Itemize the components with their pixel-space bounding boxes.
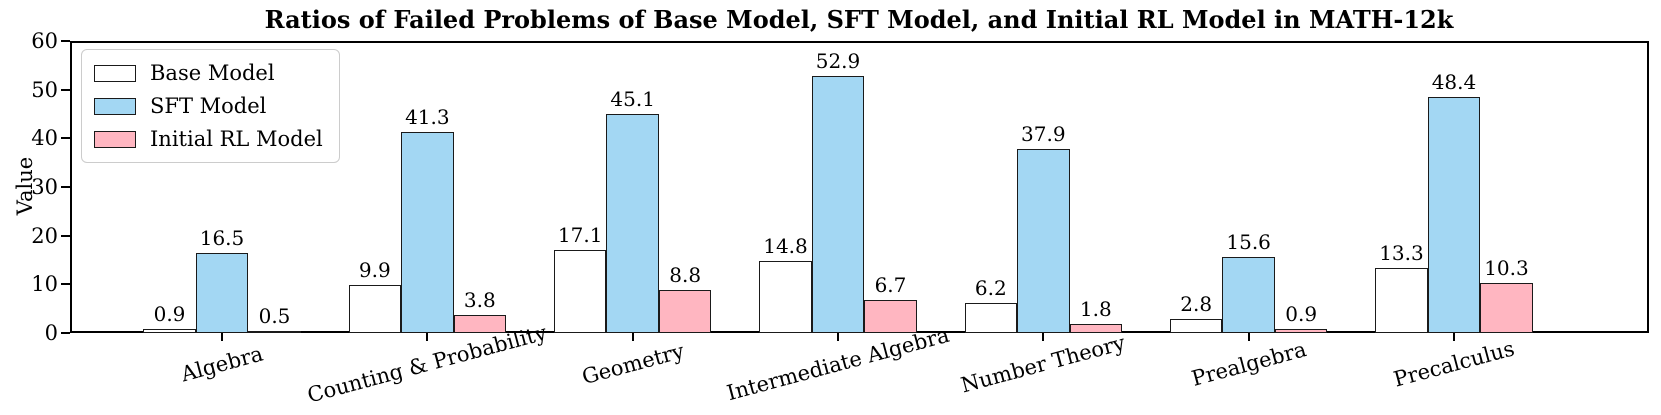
bar-value-label: 10.3 [1484,255,1529,280]
bar-value-label: 41.3 [405,105,450,129]
bar-base-model [348,284,402,333]
bar-value-label: 45.1 [610,86,655,111]
bar-initial-rl-model [248,330,301,333]
bar-base-model [1169,319,1223,333]
legend-row-sft-model: SFT Model [94,94,323,118]
bar-value-label: 6.7 [874,273,907,298]
y-tick-mark [61,234,70,237]
bar-base-model [759,260,812,333]
y-tick-mark [61,283,70,286]
x-tick-mark [631,333,634,341]
bar-initial-rl-model [864,300,917,333]
bar-value-label: 13.3 [1379,241,1424,266]
x-tick-mark [426,333,429,341]
bar-value-label: 2.8 [1180,292,1213,317]
bar-initial-rl-model [1069,324,1123,333]
legend-label: Base Model [150,61,275,85]
base-model-swatch [94,64,136,82]
bar-value-label: 3.8 [463,287,496,312]
legend: Base Model SFT Model Initial RL Model [81,49,340,163]
sft-model-swatch [94,97,136,115]
x-tick-mark [221,333,223,341]
y-tick-mark [61,137,70,140]
bar-value-label: 52.9 [815,48,861,73]
y-tick-label: 0 [44,321,58,345]
legend-label: SFT Model [150,94,267,118]
y-tick-label: 40 [31,126,58,151]
x-tick-mark [1452,333,1455,341]
bar-value-label: 14.8 [763,233,808,258]
bar-sft-model [606,113,659,333]
y-tick-mark [61,332,70,334]
bar-value-label: 0.5 [258,303,291,328]
bar-initial-rl-model [658,290,712,333]
bar-sft-model [1427,97,1481,333]
bar-sft-model [401,132,454,333]
bar-initial-rl-model [1480,282,1533,333]
y-tick-mark [61,40,70,42]
y-tick-mark [61,186,70,188]
legend-row-initial-rl-model: Initial RL Model [94,127,323,151]
initial-rl-model-swatch [94,130,136,148]
bar-sft-model [1222,257,1275,333]
bar-value-label: 8.8 [669,263,702,288]
bar-base-model [1375,268,1428,333]
x-tick-label-precalculus: Precalculus [1391,336,1517,392]
x-tick-label-prealgebra: Prealgebra [1188,337,1309,391]
bar-base-model [964,302,1018,333]
y-tick-label: 10 [31,272,58,297]
x-tick-mark [836,333,839,341]
bar-base-model [553,249,607,333]
bar-value-label: 1.8 [1079,297,1112,322]
bar-value-label: 0.9 [1285,301,1318,326]
bar-initial-rl-model [453,314,507,333]
bar-sft-model [1017,148,1070,333]
legend-label: Initial RL Model [150,127,323,151]
bar-initial-rl-model [1274,328,1328,333]
legend-row-base-model: Base Model [94,61,323,85]
bar-sft-model [811,75,865,333]
bar-value-label: 9.9 [358,257,391,282]
bar-sft-model [195,252,249,333]
x-tick-mark [1042,333,1045,341]
chart-title: Ratios of Failed Problems of Base Model,… [264,5,1454,34]
bar-base-model [143,328,196,333]
bar-value-label: 48.4 [1431,70,1477,95]
bar-value-label: 17.1 [557,222,603,247]
x-tick-label-algebra: Algebra [178,341,266,387]
bar-value-label: 15.6 [1226,230,1271,255]
bar-value-label: 6.2 [974,275,1007,300]
x-tick-label-geometry: Geometry [579,338,687,390]
x-tick-mark [1247,333,1250,341]
y-tick-label: 20 [31,223,58,248]
y-tick-label: 30 [31,175,58,199]
bar-value-label: 16.5 [199,225,245,250]
y-tick-label: 50 [31,77,58,102]
bar-value-label: 37.9 [1021,121,1066,146]
y-tick-mark [61,88,70,91]
y-tick-label: 60 [31,29,58,53]
bar-value-label: 0.9 [153,301,186,326]
